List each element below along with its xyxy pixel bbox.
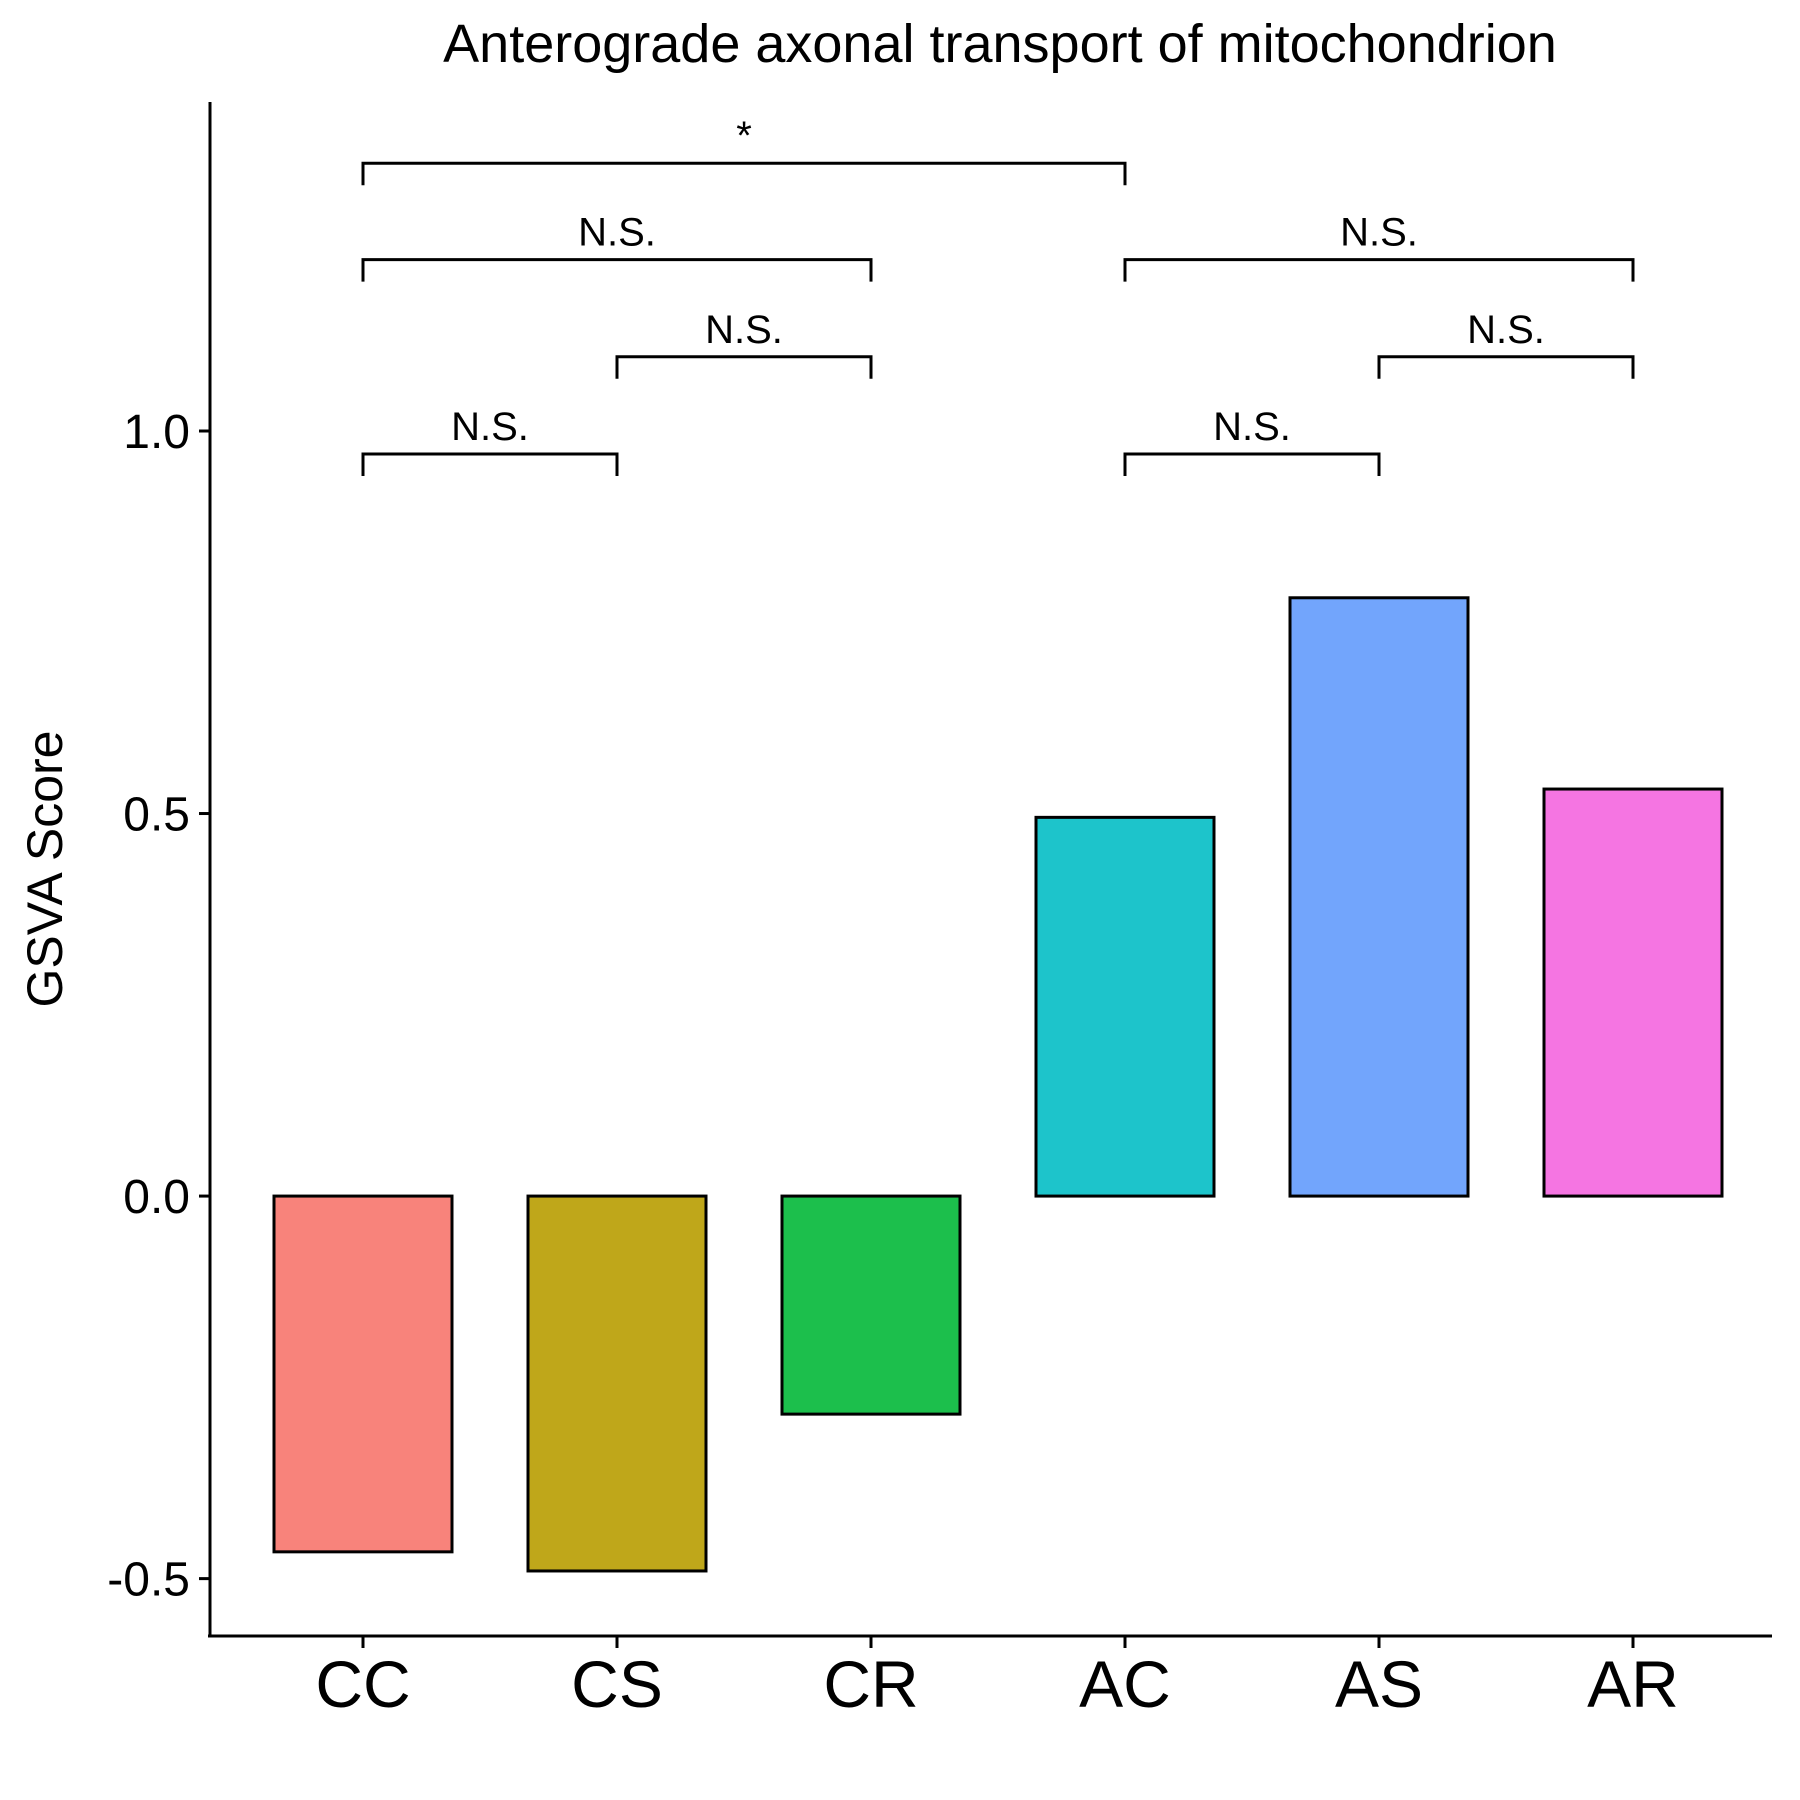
significance-label: N.S. bbox=[1340, 211, 1418, 255]
bar-as bbox=[1288, 596, 1470, 1198]
x-tick-label-cc: CC bbox=[315, 1647, 410, 1721]
significance-label: N.S. bbox=[705, 308, 783, 352]
bar-ar bbox=[1542, 787, 1724, 1198]
significance-bracket bbox=[361, 258, 873, 282]
y-tick-label: 0.5 bbox=[123, 789, 190, 842]
bar-cr bbox=[780, 1194, 962, 1416]
significance-label: * bbox=[736, 114, 752, 158]
x-tick-label-ar: AR bbox=[1587, 1647, 1679, 1721]
significance-label: N.S. bbox=[451, 405, 529, 449]
significance-bracket bbox=[1123, 452, 1381, 476]
significance-bracket bbox=[1123, 258, 1635, 282]
x-tick-label-cs: CS bbox=[571, 1647, 663, 1721]
significance-label: N.S. bbox=[1467, 308, 1545, 352]
x-tick-label-ac: AC bbox=[1079, 1647, 1171, 1721]
y-axis-label: GSVA Score bbox=[17, 731, 73, 1008]
bar-ac bbox=[1034, 815, 1216, 1198]
significance-label: N.S. bbox=[578, 211, 656, 255]
significance-bracket bbox=[1377, 355, 1635, 379]
significance-bracket bbox=[615, 355, 873, 379]
bar-cc bbox=[272, 1194, 454, 1554]
y-tick-label: -0.5 bbox=[107, 1554, 190, 1607]
bar-cs bbox=[526, 1194, 708, 1573]
significance-label: N.S. bbox=[1213, 405, 1291, 449]
x-axis-ticks: CC CS CR AC AS AR bbox=[315, 1636, 1679, 1721]
x-tick-label-cr: CR bbox=[823, 1647, 918, 1721]
y-tick-label: 0.0 bbox=[123, 1171, 190, 1224]
x-tick-label-as: AS bbox=[1335, 1647, 1423, 1721]
significance-bracket bbox=[361, 161, 1127, 186]
chart-title: Anterograde axonal transport of mitochon… bbox=[443, 14, 1557, 74]
plot-area bbox=[272, 596, 1724, 1573]
significance-bracket bbox=[361, 452, 619, 476]
significance-brackets: N.S. N.S. N.S. N.S. N.S. N.S. * bbox=[361, 114, 1635, 476]
y-tick-label: 1.0 bbox=[123, 406, 190, 459]
y-axis-ticks: -0.5 0.0 0.5 1.0 bbox=[107, 406, 210, 1607]
